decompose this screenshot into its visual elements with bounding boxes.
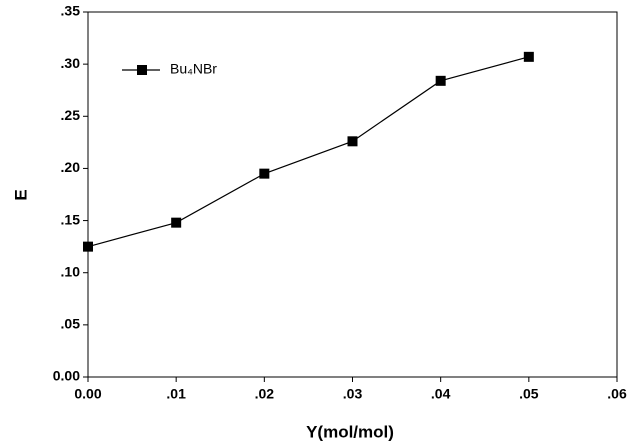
series-line [87,56,529,248]
point-marker [171,217,182,228]
point-marker [523,51,534,62]
point-marker [347,136,358,147]
y-tick-label: .35 [61,3,81,19]
x-tick-label: .06 [607,386,627,402]
y-tick-label: .30 [61,55,81,71]
x-tick-label: .02 [255,386,275,402]
y-tick-label: .25 [61,107,81,123]
point-marker [435,75,446,86]
y-tick-label: 0.00 [53,368,80,384]
plot-frame [87,11,618,378]
y-tick-label: .10 [61,263,81,279]
x-tick-label: 0.00 [74,386,101,402]
point-marker [83,241,93,252]
x-tick-label: .03 [343,386,363,402]
legend-label: Bu₄NBr [170,61,217,77]
x-axis-label: Y(mol/mol) [306,422,394,441]
y-axis-label: E [11,189,30,200]
y-tick-label: .15 [61,211,81,227]
point-marker [259,168,270,179]
y-tick-label: .20 [61,159,81,175]
legend-marker [137,65,147,75]
x-tick-label: .04 [431,386,451,402]
y-tick-label: .05 [61,316,81,332]
x-tick-label: .05 [519,386,539,402]
x-tick-label: .01 [166,386,186,402]
